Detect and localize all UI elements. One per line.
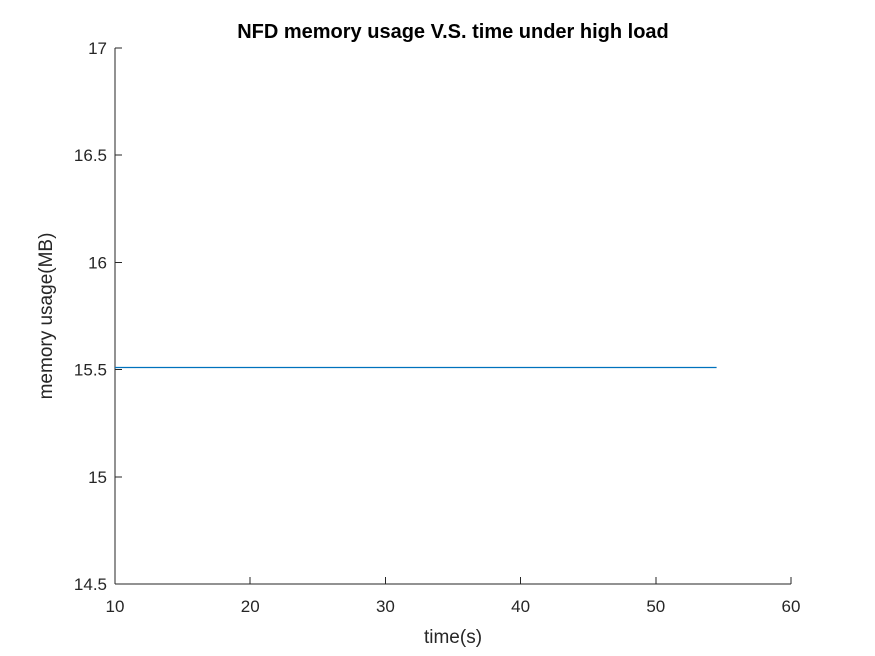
y-tick-label: 16 [88, 253, 107, 272]
x-tick-label: 50 [646, 597, 665, 616]
x-tick-label: 30 [376, 597, 395, 616]
x-tick-label: 60 [782, 597, 801, 616]
y-tick-label: 15.5 [74, 361, 107, 380]
axes: 10 20 30 40 50 60 14.5 15 15.5 16 16.5 17 [74, 39, 801, 616]
y-tick-label: 16.5 [74, 146, 107, 165]
x-axis-label: time(s) [424, 627, 482, 648]
x-tick-label: 10 [106, 597, 125, 616]
y-tick-label: 17 [88, 39, 107, 58]
x-tick-label: 40 [511, 597, 530, 616]
chart-title: NFD memory usage V.S. time under high lo… [237, 21, 669, 43]
y-tick-label: 14.5 [74, 575, 107, 594]
y-tick-label: 15 [88, 468, 107, 487]
x-tick-label: 20 [241, 597, 260, 616]
y-axis-label: memory usage(MB) [36, 233, 57, 400]
